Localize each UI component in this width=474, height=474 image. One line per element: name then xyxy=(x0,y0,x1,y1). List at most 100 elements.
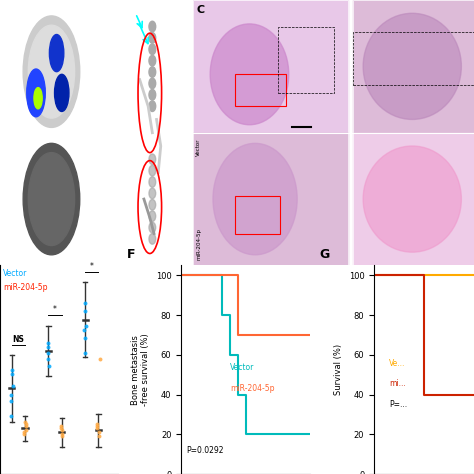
Vector xyxy=(227,312,232,318)
Point xyxy=(9,366,16,374)
Point xyxy=(58,427,65,434)
Point xyxy=(93,422,101,430)
Ellipse shape xyxy=(149,78,155,89)
Line: Vector: Vector xyxy=(181,275,310,434)
Text: Vector: Vector xyxy=(230,363,255,372)
Ellipse shape xyxy=(149,222,155,233)
Point xyxy=(20,428,27,436)
Point xyxy=(44,339,52,346)
Text: Vector: Vector xyxy=(3,269,27,278)
Circle shape xyxy=(55,74,69,111)
Point xyxy=(57,424,64,432)
Vector xyxy=(308,431,313,437)
Vector xyxy=(243,392,249,397)
Bar xyxy=(278,27,334,93)
Ellipse shape xyxy=(149,211,155,221)
Point xyxy=(58,433,65,440)
Text: NS: NS xyxy=(12,335,24,344)
Text: Vector: Vector xyxy=(5,122,11,145)
Text: B: B xyxy=(114,5,123,15)
Point xyxy=(95,428,102,436)
Text: G: G xyxy=(319,248,329,261)
Ellipse shape xyxy=(149,21,155,32)
miR-204-5p xyxy=(235,273,241,278)
Ellipse shape xyxy=(149,67,155,77)
Ellipse shape xyxy=(23,143,80,255)
Text: miR-204-5p: miR-204-5p xyxy=(230,383,275,392)
Bar xyxy=(193,0,348,133)
Ellipse shape xyxy=(213,143,297,255)
Text: P=...: P=... xyxy=(389,400,407,409)
Vector xyxy=(219,273,224,278)
Point xyxy=(44,349,52,357)
Vector xyxy=(243,431,249,437)
Vector xyxy=(178,273,184,278)
Circle shape xyxy=(27,69,46,117)
Point xyxy=(81,308,89,315)
Point xyxy=(8,397,15,405)
Bar xyxy=(353,0,474,133)
Point xyxy=(58,430,66,438)
Ellipse shape xyxy=(149,154,155,164)
Point xyxy=(23,420,30,428)
miR-204-5p xyxy=(308,332,313,338)
Point xyxy=(82,322,90,330)
Point xyxy=(21,418,29,426)
Text: miR-204-5p: miR-204-5p xyxy=(5,223,10,255)
Ellipse shape xyxy=(363,146,461,252)
Point xyxy=(81,326,88,334)
Ellipse shape xyxy=(149,33,155,43)
Vector xyxy=(227,352,232,358)
Point xyxy=(20,430,27,438)
Vector xyxy=(219,312,224,318)
Ellipse shape xyxy=(28,153,74,246)
Point xyxy=(7,412,15,419)
Bar xyxy=(193,133,348,265)
Text: *: * xyxy=(53,305,57,314)
Y-axis label: Survival (%): Survival (%) xyxy=(334,344,343,395)
Point xyxy=(96,356,104,363)
Point xyxy=(8,370,16,378)
Ellipse shape xyxy=(149,165,155,176)
Bar xyxy=(353,0,474,133)
Text: P=0.0292: P=0.0292 xyxy=(186,446,224,455)
Point xyxy=(82,299,89,307)
Text: miR-204-5p: miR-204-5p xyxy=(3,283,47,292)
Ellipse shape xyxy=(149,55,155,66)
Circle shape xyxy=(34,88,42,109)
Ellipse shape xyxy=(28,25,74,118)
Point xyxy=(95,433,102,440)
Point xyxy=(94,424,101,432)
Bar xyxy=(353,32,474,85)
Point xyxy=(93,420,101,428)
Text: X-ray: X-ray xyxy=(131,5,149,11)
Ellipse shape xyxy=(149,90,155,100)
Text: Vector: Vector xyxy=(196,138,201,155)
Text: miR-204-5p: miR-204-5p xyxy=(196,228,201,260)
Text: C: C xyxy=(196,5,204,15)
Ellipse shape xyxy=(149,234,155,244)
Point xyxy=(22,422,30,430)
Ellipse shape xyxy=(149,188,155,199)
Text: 8 week: 8 week xyxy=(5,5,30,11)
Point xyxy=(7,391,15,399)
Ellipse shape xyxy=(149,101,155,111)
Line: miR-204-5p: miR-204-5p xyxy=(181,275,310,335)
Point xyxy=(82,349,89,357)
Text: Ve...: Ve... xyxy=(389,358,405,367)
Ellipse shape xyxy=(149,44,155,55)
Bar xyxy=(193,133,348,265)
miR-204-5p xyxy=(235,332,241,338)
Bar xyxy=(193,0,348,133)
Vector xyxy=(235,392,241,397)
miR-204-5p xyxy=(178,273,184,278)
Point xyxy=(81,335,89,342)
Vector xyxy=(235,352,241,358)
Bar xyxy=(236,74,286,106)
Ellipse shape xyxy=(149,200,155,210)
Ellipse shape xyxy=(210,24,289,125)
Point xyxy=(46,362,53,369)
Y-axis label: Bone metastasis
-free survival (%): Bone metastasis -free survival (%) xyxy=(131,333,150,406)
Point xyxy=(57,422,65,430)
Point xyxy=(44,356,51,363)
